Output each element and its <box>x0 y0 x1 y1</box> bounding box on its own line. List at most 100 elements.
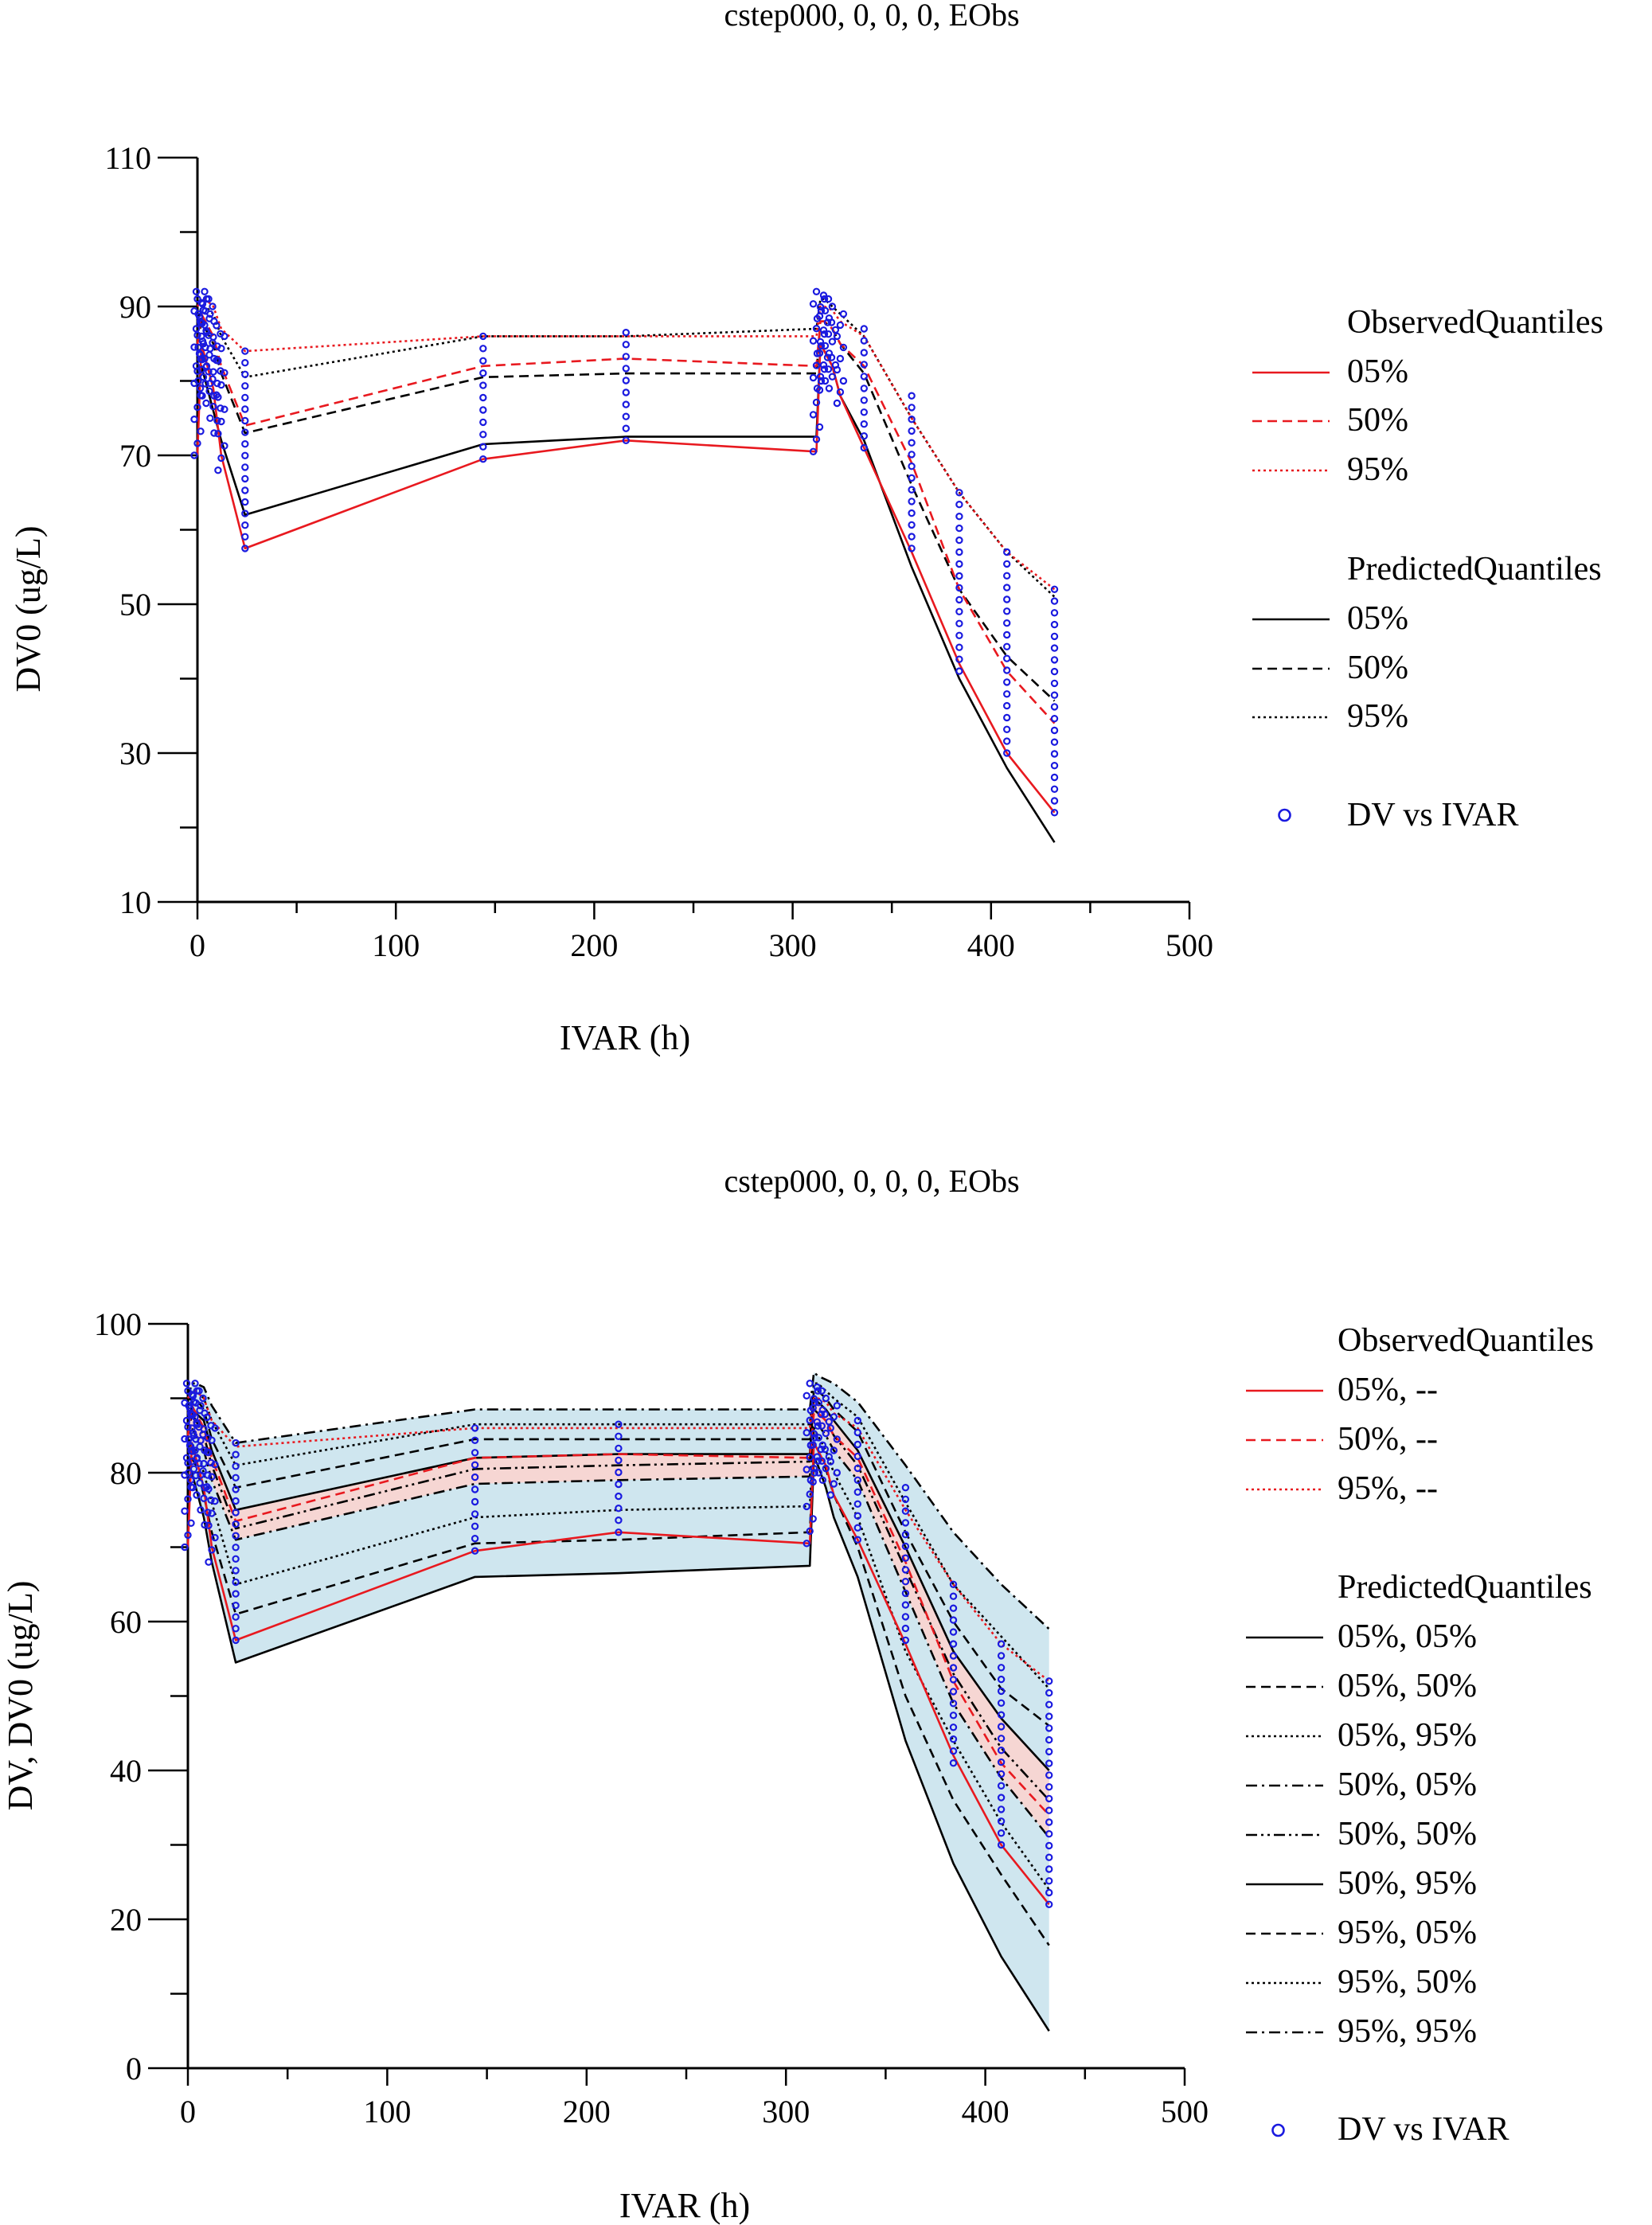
chart-2-dv-point <box>901 1566 910 1574</box>
chart-2-dv-point <box>949 1712 958 1719</box>
chart-2-title: cstep000, 0, 0, 0, EObs <box>724 1163 1019 1199</box>
chart-1-y-tick-label: 70 <box>119 438 151 474</box>
chart-1-dv-point <box>836 388 845 396</box>
chart-1-dv-point <box>833 332 842 341</box>
chart-1-dv-point <box>622 388 631 396</box>
chart-1-dv-point <box>1050 738 1059 746</box>
chart-1-dv-point <box>622 329 631 337</box>
chart-2-dv-point <box>997 1735 1006 1743</box>
chart-1-lines <box>196 298 1056 843</box>
chart-2-x-tick-label: 0 <box>180 2094 196 2129</box>
chart-2-dv-point <box>232 1485 240 1493</box>
chart-1-dv-point <box>816 303 825 311</box>
chart-2-dv-point <box>813 1453 822 1461</box>
chart-2-dv-point <box>803 1502 810 1511</box>
chart-2-dv-point <box>181 1507 189 1515</box>
chart-2-dv-point <box>806 1406 815 1415</box>
chart-1-dv-point <box>241 393 249 402</box>
chart-1-dv-point <box>836 354 845 363</box>
chart-1-dv-point <box>209 403 217 411</box>
chart-1-dv-point <box>813 384 822 392</box>
chart-1-dv-point <box>955 595 963 604</box>
chart-1-dv-point <box>196 384 205 392</box>
chart-1-dv-point <box>206 310 214 318</box>
chart-2-dv-point <box>853 1524 862 1532</box>
chart-2-dv-point <box>901 1613 910 1621</box>
chart-2-dv-point <box>615 1432 623 1441</box>
chart-2-dv-point <box>949 1735 958 1743</box>
chart-1-dv-point <box>241 370 249 378</box>
chart-2-dv-point <box>830 1480 838 1488</box>
chart-1-dv-point <box>1002 595 1011 603</box>
chart-2-dv-point <box>1045 1818 1053 1826</box>
chart-1-dv-point <box>201 380 209 388</box>
chart-2-dv-point <box>806 1476 815 1485</box>
chart-1-dv-point <box>1050 656 1059 664</box>
chart-1-dv-point <box>217 381 225 389</box>
chart-1-dv-point <box>214 466 222 474</box>
chart-2-dv-point <box>471 1534 479 1543</box>
chart-1-dv-point <box>839 343 848 352</box>
chart-1-legend-observed-50: 50% <box>1347 402 1408 439</box>
chart-1-dv-point <box>828 338 837 345</box>
chart-1-dv-point <box>955 501 963 509</box>
chart-2-dv-point <box>211 1533 219 1542</box>
chart-1-dv-point <box>825 384 834 392</box>
chart-2-dv-point <box>193 1419 201 1427</box>
chart-2-dv-point <box>1045 1794 1053 1803</box>
chart-2-dv-point <box>471 1449 479 1457</box>
chart-2-dv-point <box>818 1422 826 1430</box>
chart-1-dv-point <box>1002 560 1011 568</box>
chart-1-dv-point <box>820 330 829 338</box>
chart-1-y-tick-label: 90 <box>119 289 151 325</box>
chart-1-dv-point <box>860 384 869 392</box>
chart-1-dv-point <box>1002 572 1011 580</box>
chart-2-dv-point <box>205 1521 213 1530</box>
chart-2-dv-point <box>818 1406 827 1414</box>
chart-2-y-tick-label: 40 <box>110 1753 142 1789</box>
chart-2-dv-point <box>810 1464 818 1473</box>
chart-1-dv-point <box>1050 715 1059 723</box>
chart-2-dv-point <box>232 1450 240 1458</box>
chart-1-dv-point <box>190 416 198 424</box>
chart-1-dv-point <box>828 373 837 381</box>
chart-1-dv-point <box>190 451 198 459</box>
chart-2-dv-point <box>1045 1700 1053 1708</box>
chart-1-dv-point <box>823 353 832 361</box>
chart-2-legend-predicted-title: PredictedQuantiles <box>1338 1569 1592 1606</box>
chart-2-y-tick-label: 80 <box>110 1455 142 1491</box>
chart-1-dv-point <box>210 429 218 437</box>
chart-2-dv-point <box>232 1601 240 1610</box>
chart-2-dv-point <box>997 1711 1006 1719</box>
chart-2-dv-point <box>187 1519 195 1528</box>
chart-2-dv-point <box>997 1794 1006 1801</box>
chart-2-dv-point <box>803 1466 810 1474</box>
chart-1-dv-point <box>955 513 963 521</box>
chart-2-dv-point <box>806 1441 815 1450</box>
chart-1-dv-point <box>817 377 826 385</box>
chart-1-dv-point <box>190 343 198 351</box>
chart-1-dv-point <box>908 427 916 435</box>
chart-1-legend: ObservedQuantiles 05% 50% 95% PredictedQ… <box>1252 304 1603 833</box>
chart-2-dv-point <box>232 1520 240 1528</box>
chart-2-x-tick-label: 100 <box>363 2094 411 2129</box>
chart-1-dv-point <box>860 349 869 357</box>
chart-2-dv-point <box>949 1616 958 1624</box>
chart-1-dv-point <box>1002 619 1011 627</box>
chart-2-dv-point <box>814 1422 822 1430</box>
chart-1-dv-point <box>479 393 487 402</box>
chart-2-dv-point <box>818 1441 827 1450</box>
chart-1-dv-point <box>1050 644 1059 652</box>
chart-2-dv-point <box>189 1483 197 1492</box>
chart-2-band-blue <box>188 1372 1049 2032</box>
chart-2-dv-point <box>901 1530 910 1539</box>
chart-2-dv-point <box>806 1453 814 1462</box>
chart-1-dv-point <box>809 337 818 345</box>
chart-1-dv-point <box>1050 597 1059 605</box>
chart-1-axes: 0 100 200 300 400 500 10 30 50 70 90 110 <box>104 140 1213 963</box>
chart-1-dv-point <box>828 303 837 310</box>
chart-2-dv-point <box>1045 1888 1053 1897</box>
chart-2-dv-point <box>997 1782 1006 1790</box>
chart-1-dv-point <box>199 373 208 381</box>
chart-1-dv-point <box>241 533 249 541</box>
